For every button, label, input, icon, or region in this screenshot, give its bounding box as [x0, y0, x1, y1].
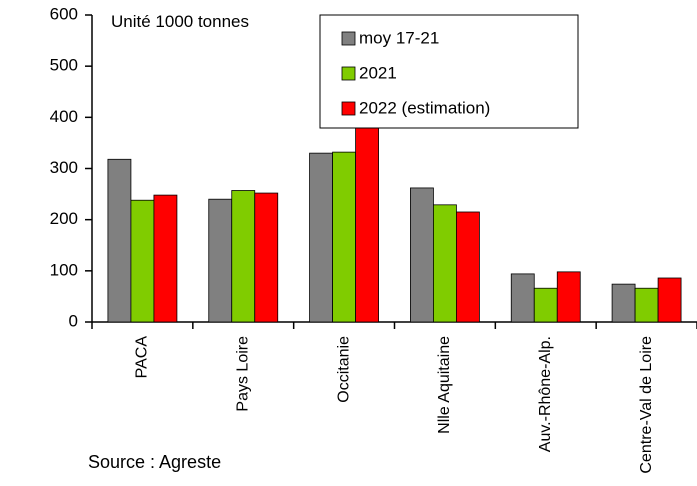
y-tick-label: 200 [50, 209, 78, 228]
bar [254, 192, 279, 323]
y-tick-label: 400 [50, 107, 78, 126]
x-tick-label: Auv.-Rhône-Alp. [537, 336, 554, 452]
bar [510, 273, 535, 323]
bar [556, 271, 581, 323]
y-tick-label: 300 [50, 158, 78, 177]
legend-swatch [341, 101, 356, 116]
legend-swatch [341, 66, 356, 81]
bar [611, 283, 636, 323]
legend-swatch [341, 31, 356, 46]
y-tick-label: 600 [50, 4, 78, 23]
bar [153, 194, 178, 323]
bar [130, 199, 155, 323]
unit-label: Unité 1000 tonnes [111, 12, 249, 31]
legend-box [319, 14, 579, 129]
y-tick-label: 100 [50, 260, 78, 279]
bar [634, 287, 659, 323]
bar [332, 151, 356, 323]
bar [410, 187, 434, 323]
source: Source : Agreste [88, 452, 222, 472]
bar [433, 204, 457, 323]
x-tick-label: Nlle Aquitaine [436, 336, 453, 434]
bar [208, 198, 233, 323]
bar [355, 119, 379, 323]
bar [456, 211, 480, 323]
y-tick-label: 500 [50, 56, 78, 75]
bar [107, 158, 132, 323]
legend-label: 2021 [359, 63, 397, 82]
legend-label: moy 17-21 [359, 28, 439, 47]
x-tick-label: Pays Loire [234, 336, 251, 412]
bar [533, 287, 558, 323]
bar [657, 277, 682, 323]
x-tick-label: Centre-Val de Loire [638, 336, 655, 474]
bar [231, 190, 256, 323]
x-tick-label: Occitanie [335, 336, 352, 403]
bar [309, 152, 333, 323]
legend-label: 2022 (estimation) [359, 98, 490, 117]
x-tick-label: PACA [134, 336, 151, 379]
y-tick-label: 0 [69, 311, 78, 330]
